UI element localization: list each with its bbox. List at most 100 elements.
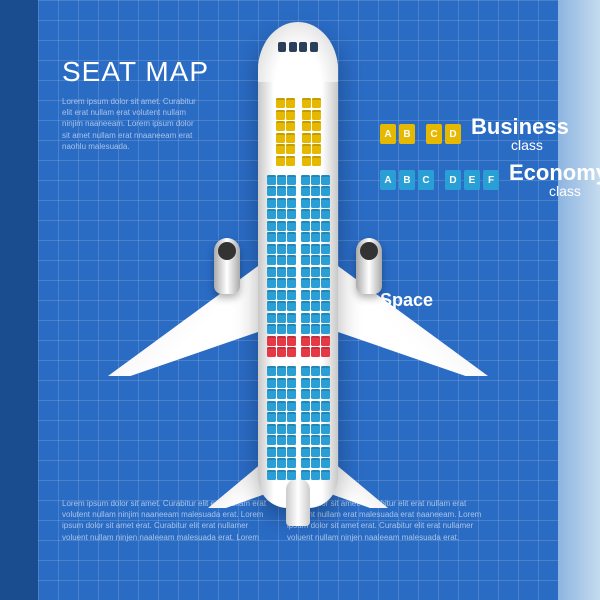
seat [287,458,296,468]
airplane [208,28,388,568]
seat [302,98,311,108]
seat [287,301,296,311]
seat [286,110,295,120]
legend-business-seats: ABCD [380,124,461,144]
seat [301,470,310,480]
seat-row [264,133,332,143]
engine-left [214,238,240,294]
seat [312,110,321,120]
seat [277,435,286,445]
seat [321,221,330,231]
seat [311,232,320,242]
seat [301,336,310,346]
seat [311,347,320,357]
seat [277,401,286,411]
seat [311,412,320,422]
seat [287,324,296,334]
intro-paragraph: Lorem ipsum dolor sit amet. Curabitur el… [62,96,202,152]
seat [301,447,310,457]
seat [311,336,320,346]
seat [311,198,320,208]
seat [301,424,310,434]
seat [277,366,286,376]
legend-seat: B [399,170,415,190]
legend-economy-seats: ABCDEF [380,170,499,190]
seat [321,412,330,422]
seat [276,133,285,143]
legend-business: ABCD Business class [380,116,569,158]
seat [267,244,276,254]
seat [287,278,296,288]
seat [277,313,286,323]
seat [267,366,276,376]
seat [311,389,320,399]
seat [287,389,296,399]
seat [286,156,295,166]
seat [321,290,330,300]
legend-seat: D [445,170,461,190]
seat [301,389,310,399]
seat-row [264,209,332,219]
seat [312,144,321,154]
seat [321,378,330,388]
seat-row [264,156,332,166]
seat [301,267,310,277]
page-title: SEAT MAP [62,56,209,88]
seat [267,378,276,388]
main-blueprint-area: SEAT MAP Lorem ipsum dolor sit amet. Cur… [38,0,558,600]
seat [321,424,330,434]
seat [277,447,286,457]
seat [267,447,276,457]
seat [301,255,310,265]
legend-seat: F [483,170,499,190]
seat [287,401,296,411]
seat [267,424,276,434]
seat [267,209,276,219]
seat [286,98,295,108]
seat [277,267,286,277]
seat-row [264,110,332,120]
seat [277,244,286,254]
seat-row [264,244,332,254]
seat [321,198,330,208]
seat [267,290,276,300]
seat [277,186,286,196]
seat [287,232,296,242]
seat [267,347,276,357]
seat-row [264,401,332,411]
seat [311,458,320,468]
seat [321,389,330,399]
seat [311,221,320,231]
seat [321,244,330,254]
seat [311,290,320,300]
seat [311,470,320,480]
seat-row [264,186,332,196]
seat [287,255,296,265]
seat-row [264,378,332,388]
seat [301,458,310,468]
seat-row [264,347,332,357]
seat [277,175,286,185]
seat [277,347,286,357]
seat [321,435,330,445]
seat [267,232,276,242]
seat [286,133,295,143]
seat [287,366,296,376]
seat [311,435,320,445]
seat [267,324,276,334]
legend-economy: ABCDEF Economy class [380,162,600,204]
seat [321,324,330,334]
seat [301,186,310,196]
seat [267,186,276,196]
seat [277,412,286,422]
seat [287,435,296,445]
seat [311,278,320,288]
seat [301,412,310,422]
seat [277,301,286,311]
seat [311,244,320,254]
seat [287,209,296,219]
seat [276,156,285,166]
seat [321,255,330,265]
seat [286,121,295,131]
seat [321,232,330,242]
